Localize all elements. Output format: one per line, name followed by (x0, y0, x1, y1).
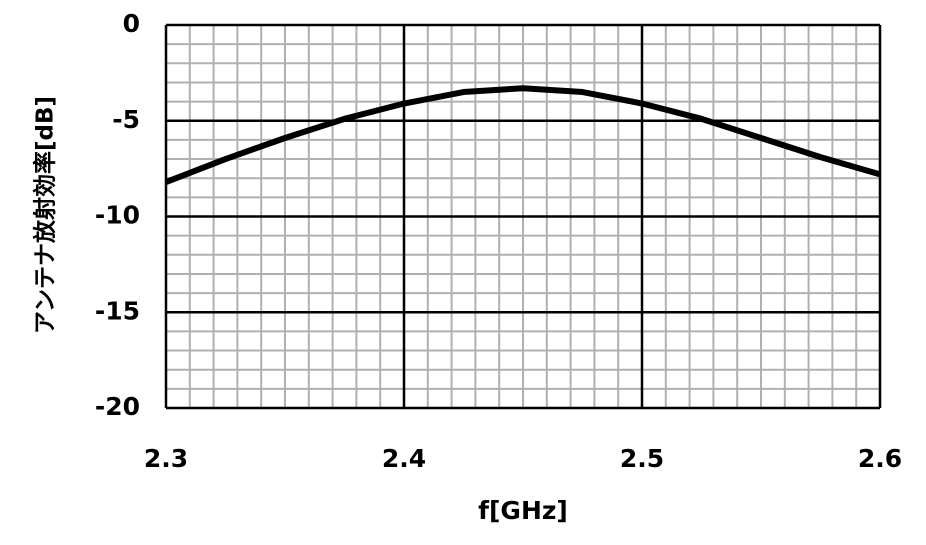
y-tick-label: -5 (112, 105, 140, 134)
data-line (164, 85, 881, 185)
y-tick-label: -20 (95, 392, 140, 421)
y-axis-label: アンテナ放射効率[dB] (32, 96, 59, 334)
x-tick-label: 2.3 (144, 444, 188, 473)
x-tick-label: 2.4 (382, 444, 426, 473)
x-axis-label: f[GHz] (478, 496, 568, 525)
y-tick-label: -10 (95, 201, 140, 230)
y-tick-label: -15 (95, 296, 140, 325)
y-tick-label: 0 (123, 9, 140, 38)
x-tick-label: 2.6 (858, 444, 902, 473)
x-tick-label: 2.5 (620, 444, 664, 473)
